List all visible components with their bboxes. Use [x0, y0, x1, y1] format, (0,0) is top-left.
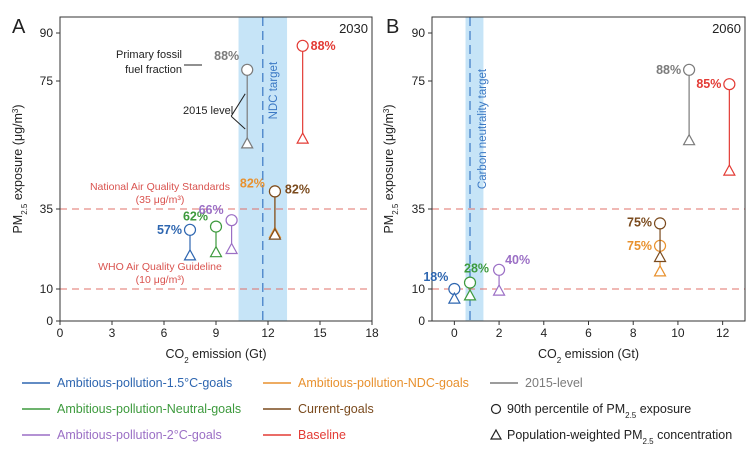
x-tick-label: 0 — [451, 326, 458, 340]
p90-marker — [463, 276, 477, 289]
reference-label: WHO Air Quality Guideline — [98, 261, 222, 273]
x-tick-label: 8 — [630, 326, 637, 340]
panel-b: Carbon neutrality target 0 2 4 6 8 10 12 0 10 35 75… — [382, 16, 746, 365]
annotation-leader — [230, 115, 246, 130]
legend-label: Ambitious-pollution-1.5°C-goals — [57, 376, 232, 390]
percentage-label: 18% — [423, 270, 448, 284]
panel-label: A — [12, 16, 26, 38]
legend-label: Ambitious-pollution-2°C-goals — [57, 428, 222, 442]
p90-marker — [296, 39, 309, 52]
popw-marker — [225, 242, 239, 255]
popw-marker — [653, 264, 667, 277]
x-tick-label: 6 — [585, 326, 592, 340]
p90-marker — [225, 214, 238, 227]
y-tick-label: 90 — [412, 26, 426, 40]
percentage-label: 75% — [627, 239, 652, 253]
popw-marker — [240, 136, 254, 149]
popw-marker — [183, 248, 197, 261]
percentage-label: 82% — [285, 182, 310, 196]
band-label: NDC target — [268, 61, 280, 119]
percentage-label: 75% — [627, 215, 652, 229]
x-tick-label: 10 — [671, 326, 685, 340]
p90-marker — [268, 185, 282, 198]
percentage-label: 62% — [183, 210, 208, 224]
x-tick-label: 6 — [161, 326, 168, 340]
y-tick-label: 0 — [46, 314, 53, 328]
percentage-label: 85% — [696, 77, 721, 91]
x-axis-label: CO2 emission (Gt) — [166, 347, 267, 365]
x-tick-label: 9 — [213, 326, 220, 340]
year-label: 2060 — [712, 21, 741, 36]
percentage-label: 28% — [464, 262, 489, 276]
popw-marker — [492, 283, 506, 296]
p90-marker — [683, 63, 696, 76]
p90-marker — [723, 78, 736, 91]
x-tick-label: 3 — [109, 326, 116, 340]
band-label: Carbon neutrality target — [477, 68, 489, 189]
y-tick-label: 10 — [40, 282, 54, 296]
legend-label: Baseline — [298, 428, 346, 442]
x-axis-label: CO2 emission (Gt) — [538, 347, 639, 365]
year-label: 2030 — [339, 21, 368, 36]
y-tick-label: 75 — [412, 74, 426, 88]
p90-marker — [492, 263, 506, 276]
percentage-label: 88% — [214, 49, 239, 63]
y-tick-label: 75 — [40, 74, 54, 88]
legend-label: Population-weighted PM2.5 concentration — [507, 428, 732, 446]
legend-label: Current-goals — [298, 402, 374, 416]
reference-label: (35 μg/m³) — [136, 194, 185, 206]
legend-label: Ambitious-pollution-Neutral-goals — [57, 402, 241, 416]
percentage-label: 57% — [157, 223, 182, 237]
popw-marker — [296, 131, 310, 144]
y-axis-label: PM2.5 exposure (μg/m3) — [11, 104, 29, 233]
x-tick-label: 12 — [716, 326, 730, 340]
y-tick-label: 0 — [418, 314, 425, 328]
popw-marker — [447, 291, 461, 304]
percentage-label: 88% — [656, 63, 681, 77]
y-tick-label: 10 — [412, 282, 426, 296]
panel-a: NDC target National Air Quality Standards… — [11, 16, 379, 365]
x-tick-label: 15 — [313, 326, 327, 340]
legend-label: 90th percentile of PM2.5 exposure — [507, 402, 691, 420]
popw-marker — [209, 245, 223, 258]
y-axis-label: PM2.5 exposure (μg/m3) — [382, 104, 400, 233]
x-tick-label: 2 — [496, 326, 503, 340]
x-tick-label: 0 — [57, 326, 64, 340]
legend-circle-icon — [490, 403, 502, 415]
legend-triangle-icon — [489, 428, 503, 440]
popw-marker — [653, 250, 667, 263]
reference-label: (10 μg/m³) — [136, 274, 185, 286]
annotation-leader — [230, 93, 246, 117]
x-tick-label: 18 — [365, 326, 379, 340]
percentage-label: 82% — [240, 176, 265, 190]
x-tick-label: 4 — [540, 326, 547, 340]
legend: Ambitious-pollution-1.5°C-goals Ambitious… — [22, 376, 732, 446]
percentage-label: 88% — [311, 39, 336, 53]
annotation-fossil: Primary fossil — [116, 49, 182, 61]
popw-marker — [682, 133, 696, 146]
popw-marker — [722, 163, 736, 176]
legend-label: Ambitious-pollution-NDC-goals — [298, 376, 469, 390]
percentage-label: 40% — [505, 253, 530, 267]
panel-label: B — [386, 16, 399, 38]
legend-label: 2015-level — [525, 376, 583, 390]
y-tick-label: 90 — [40, 26, 54, 40]
x-tick-label: 12 — [261, 326, 275, 340]
p90-marker — [241, 63, 254, 76]
y-tick-label: 35 — [40, 202, 54, 216]
percentage-label: 66% — [199, 203, 224, 217]
y-tick-label: 35 — [412, 202, 426, 216]
popw-marker — [463, 288, 477, 301]
p90-marker — [209, 220, 223, 233]
annotation-2015: 2015 level — [183, 105, 233, 117]
p90-marker — [653, 217, 667, 230]
popw-marker — [268, 227, 282, 240]
annotation-fossil: fuel fraction — [125, 64, 182, 76]
reference-label: National Air Quality Standards — [90, 181, 230, 193]
p90-marker — [183, 223, 197, 236]
